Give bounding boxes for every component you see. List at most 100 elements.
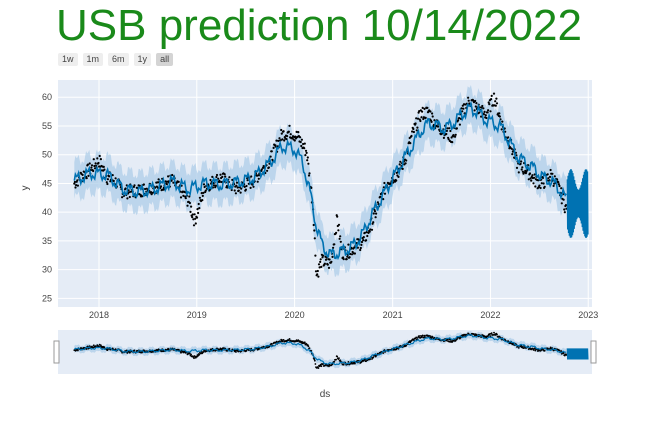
observed-point [126, 197, 129, 200]
range-slider-right-handle[interactable] [590, 340, 597, 364]
observed-point [556, 178, 559, 181]
observed-point [532, 182, 535, 185]
observed-point [346, 255, 349, 258]
slider-point [543, 349, 546, 352]
observed-point [214, 184, 217, 187]
observed-point [73, 180, 76, 184]
observed-point [186, 204, 189, 207]
range-button-1y[interactable]: 1y [133, 53, 152, 66]
slider-point [372, 356, 375, 359]
observed-point [171, 173, 174, 177]
observed-point [172, 181, 175, 184]
observed-point [379, 195, 382, 198]
observed-point [564, 204, 568, 207]
observed-point [307, 174, 311, 177]
observed-point [201, 199, 204, 202]
observed-point [549, 168, 552, 172]
observed-point [538, 184, 541, 187]
range-button-1m[interactable]: 1m [82, 53, 104, 66]
observed-point [530, 179, 533, 182]
observed-point [551, 172, 554, 175]
range-slider-left-handle[interactable] [53, 340, 60, 364]
observed-point [157, 178, 160, 181]
observed-point [464, 103, 467, 106]
observed-point [209, 178, 212, 182]
observed-point [106, 178, 109, 181]
slider-point [395, 348, 398, 351]
observed-point [195, 216, 199, 219]
observed-point [520, 160, 523, 163]
slider-point [245, 349, 248, 352]
slider-line [73, 333, 567, 366]
observed-point [198, 207, 201, 210]
forecast-oscillation-path [566, 169, 589, 239]
observed-point [121, 196, 124, 199]
observed-point [462, 107, 465, 110]
observed-point [445, 132, 448, 136]
observed-point [203, 185, 206, 189]
observed-point [474, 99, 477, 103]
observed-point [182, 194, 185, 197]
observed-point [200, 192, 203, 195]
observed-point [436, 125, 440, 128]
observed-point [244, 188, 247, 191]
y-tick-label: 30 [42, 265, 52, 275]
observed-point [322, 254, 325, 257]
observed-point [267, 166, 270, 169]
observed-point [74, 186, 77, 189]
observed-point [106, 182, 109, 186]
observed-point [447, 138, 450, 141]
observed-point [282, 130, 285, 133]
observed-point [142, 183, 145, 186]
observed-point [257, 174, 260, 177]
observed-point [189, 210, 192, 213]
observed-point [112, 179, 115, 183]
observed-point [326, 263, 329, 266]
slider-point [133, 349, 136, 352]
slider-point [490, 332, 493, 334]
range-button-1w[interactable]: 1w [58, 53, 78, 66]
range-slider-preview [73, 331, 589, 369]
range-button-all[interactable]: all [156, 53, 174, 66]
slider-point [558, 349, 561, 352]
observed-point [321, 256, 324, 259]
x-tick-label: 2022 [480, 310, 500, 320]
observed-point [92, 169, 95, 173]
slider-point [429, 335, 432, 337]
observed-point [319, 260, 322, 263]
observed-point [281, 138, 284, 141]
observed-point [319, 258, 322, 261]
observed-point [76, 179, 79, 182]
observed-point [515, 166, 519, 169]
observed-point [250, 175, 253, 178]
observed-point [362, 236, 365, 239]
observed-point [563, 211, 566, 214]
observed-point [278, 137, 281, 140]
observed-point [495, 97, 498, 100]
observed-point [335, 231, 338, 234]
observed-point [338, 237, 341, 240]
observed-point [373, 210, 377, 213]
observed-point [286, 135, 289, 138]
observed-point [204, 189, 207, 192]
observed-point [129, 190, 132, 193]
observed-point [451, 141, 454, 144]
observed-point [164, 180, 167, 183]
observed-point [256, 180, 259, 183]
observed-point [494, 104, 497, 107]
observed-point [415, 117, 418, 120]
observed-point [177, 180, 180, 183]
observed-point [289, 133, 292, 136]
observed-point [257, 177, 260, 180]
observed-point [170, 179, 173, 182]
range-button-6m[interactable]: 6m [108, 53, 129, 66]
observed-point [133, 184, 136, 187]
slider-point [308, 347, 311, 349]
observed-point [520, 168, 523, 171]
observed-point [93, 167, 97, 170]
observed-point [287, 130, 290, 133]
observed-point [560, 187, 563, 190]
observed-point [353, 252, 356, 255]
observed-point [162, 188, 165, 191]
observed-point [202, 183, 206, 186]
